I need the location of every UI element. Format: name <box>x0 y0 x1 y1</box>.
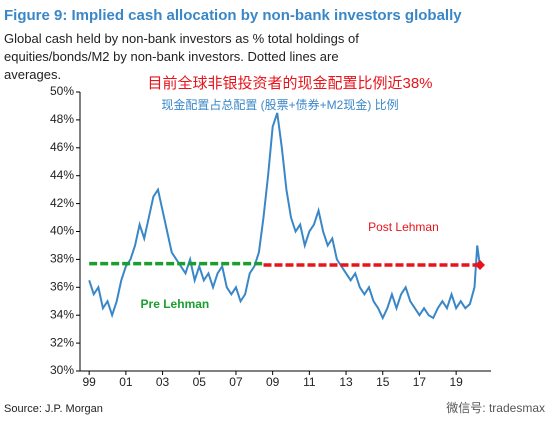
annotation: 目前全球非银投资者的现金配置比例近38% <box>147 74 432 92</box>
x-tick-label: 17 <box>413 375 427 389</box>
y-tick-label: 38% <box>50 252 74 266</box>
data-line <box>88 112 481 321</box>
source: Source: J.P. Morgan <box>4 403 103 415</box>
x-tick-label: 15 <box>376 375 390 389</box>
x-tick-label: 13 <box>339 375 353 389</box>
y-tick-label: 32% <box>50 335 74 349</box>
x-tick-label: 19 <box>449 375 463 389</box>
subtitle: Global cash held by non-bank investors a… <box>4 31 359 82</box>
y-tick-label: 42% <box>50 196 74 210</box>
average-end-marker <box>474 259 485 270</box>
y-tick-label: 44% <box>50 168 74 182</box>
y-tick-label: 40% <box>50 224 74 238</box>
x-tick-label: 05 <box>193 375 207 389</box>
x-tick-label: 01 <box>119 375 133 389</box>
y-tick-label: 36% <box>50 279 74 293</box>
y-tick-label: 48% <box>50 112 74 126</box>
y-tick-label: 30% <box>50 363 74 377</box>
y-tick-label: 50% <box>50 84 74 98</box>
average-label: Post Lehman <box>368 220 439 234</box>
x-tick-label: 03 <box>156 375 170 389</box>
watermark: 微信号: tradesmax <box>446 401 545 415</box>
x-tick-label: 11 <box>303 375 316 389</box>
x-tick-label: 99 <box>82 375 96 389</box>
x-tick-label: 07 <box>229 375 243 389</box>
average-label: Pre Lehman <box>141 297 210 311</box>
y-tick-label: 46% <box>50 140 74 154</box>
chart-title: Figure 9: Implied cash allocation by non… <box>4 7 462 24</box>
annotation: 现金配置占总配置 (股票+债券+M2现金) 比例 <box>161 97 398 112</box>
x-tick-label: 09 <box>266 375 280 389</box>
y-tick-label: 34% <box>50 307 74 321</box>
